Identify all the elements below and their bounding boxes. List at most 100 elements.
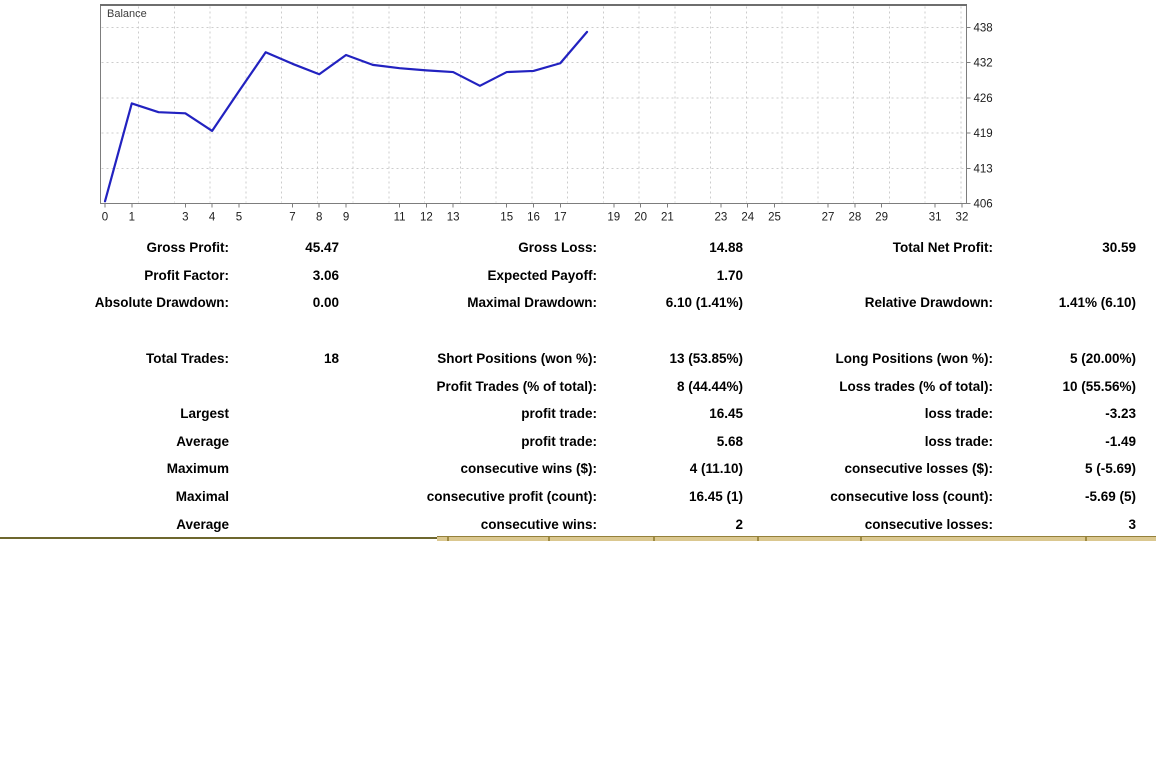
stat-value: 6.10 (1.41%)	[665, 295, 743, 311]
stat-label: Long Positions (won %):	[835, 351, 993, 366]
stat-label: consecutive losses:	[864, 516, 993, 532]
x-axis-tick-label: 7	[289, 212, 295, 224]
stat-value	[229, 400, 339, 428]
stat-label: Gross Loss:	[518, 240, 597, 255]
stat-label: Relative Drawdown:	[864, 295, 993, 311]
stat-value	[993, 262, 1136, 290]
x-axis-tick-label: 0	[102, 212, 108, 224]
header-strip-divider	[447, 537, 449, 541]
stat-value: 8 (44.44%)	[676, 378, 743, 394]
stat-value: -5.69 (5)	[1084, 488, 1136, 504]
table-header-strip	[437, 536, 1156, 541]
x-axis-tick-label: 28	[848, 212, 861, 224]
stat-value: 5 (20.00%)	[1069, 351, 1136, 366]
stat-label: loss trade:	[924, 433, 993, 449]
x-axis-tick-label: 20	[634, 212, 647, 224]
header-strip-divider	[757, 537, 759, 541]
stat-label: Largest	[180, 406, 229, 422]
x-axis-tick-label: 21	[661, 212, 674, 224]
stat-value: 4 (11.10)	[689, 461, 743, 477]
stat-label: loss trade:	[924, 406, 993, 422]
stat-label: Average	[176, 433, 229, 449]
stat-label: Total Trades:	[145, 351, 229, 366]
x-axis-tick-label: 25	[768, 212, 781, 224]
stat-value: -1.49	[1105, 433, 1136, 449]
stat-label: Profit Factor:	[144, 267, 229, 283]
stat-label: consecutive profit (count):	[426, 488, 597, 504]
stat-label: consecutive losses ($):	[844, 461, 993, 477]
x-axis-tick-label: 16	[527, 212, 540, 224]
header-strip-divider	[548, 537, 550, 541]
stat-label: Profit Trades (% of total):	[436, 378, 597, 394]
x-axis-tick-label: 8	[316, 212, 322, 224]
stat-label: Average	[176, 516, 229, 532]
stat-label: Expected Payoff:	[487, 267, 597, 283]
y-axis-tick-label: 432	[974, 58, 993, 70]
stat-label: Short Positions (won %):	[437, 351, 597, 366]
stat-value: 16.45 (1)	[688, 488, 743, 504]
stat-value: 3	[1128, 516, 1136, 532]
y-axis-tick-label: 438	[974, 23, 993, 35]
stat-value: 3.06	[312, 267, 339, 283]
x-axis-tick-label: 5	[236, 212, 242, 224]
y-axis-tick-label: 419	[974, 128, 993, 140]
x-axis-tick-label: 19	[607, 212, 620, 224]
stat-value: 14.88	[709, 240, 743, 255]
stat-label: Maximal Drawdown:	[467, 295, 597, 311]
header-strip-divider	[653, 537, 655, 541]
stat-value: 45.47	[305, 240, 339, 255]
stat-value	[229, 373, 339, 401]
x-axis-tick-label: 27	[822, 212, 835, 224]
stat-label: profit trade:	[521, 433, 597, 449]
chart-title: Balance	[107, 8, 147, 20]
stat-value: 1.70	[716, 267, 743, 283]
x-axis-tick-label: 11	[394, 212, 406, 224]
stat-value: 18	[323, 351, 339, 366]
stat-value	[229, 511, 339, 539]
stat-value: 0.00	[312, 295, 339, 311]
stat-value: 10 (55.56%)	[1062, 378, 1136, 394]
x-axis-tick-label: 31	[929, 212, 942, 224]
stat-label: Maximum	[166, 461, 229, 477]
header-strip-divider	[1085, 537, 1087, 541]
x-axis-tick-label: 32	[956, 212, 969, 224]
x-axis-tick-label: 15	[500, 212, 513, 224]
y-axis-tick-label: 426	[974, 93, 993, 105]
stat-value: 16.45	[709, 406, 743, 422]
stat-value: 13 (53.85%)	[669, 351, 743, 366]
divider-line	[0, 537, 437, 539]
y-axis-tick-label: 406	[974, 199, 993, 211]
x-axis-tick-label: 13	[447, 212, 460, 224]
stat-label: Loss trades (% of total):	[839, 378, 993, 394]
x-axis-tick-label: 4	[209, 212, 216, 224]
stat-label: consecutive wins ($):	[460, 461, 597, 477]
trade-stats-table: Total Trades: 18 Short Positions (won %): 1…	[0, 345, 1136, 538]
stat-value: 5 (-5.69)	[1084, 461, 1136, 477]
stat-label: consecutive wins:	[480, 516, 597, 532]
stat-label: Absolute Drawdown:	[94, 295, 229, 311]
stat-value: -3.23	[1105, 406, 1136, 422]
stat-value	[229, 428, 339, 456]
x-axis-tick-label: 9	[343, 212, 349, 224]
stat-value	[229, 455, 339, 483]
x-axis-tick-label: 3	[182, 212, 188, 224]
stat-value: 30.59	[1102, 240, 1136, 255]
stat-label	[743, 262, 993, 290]
stat-label: consecutive loss (count):	[830, 488, 993, 504]
stat-label: Gross Profit:	[146, 240, 229, 255]
stat-label: Maximal	[175, 488, 229, 504]
stat-label	[0, 373, 229, 401]
stat-value	[229, 483, 339, 511]
stat-label: profit trade:	[521, 406, 597, 422]
x-axis-tick-label: 17	[554, 212, 567, 224]
header-strip-divider	[860, 537, 862, 541]
x-axis-tick-label: 24	[741, 212, 754, 224]
stat-value: 1.41% (6.10)	[1058, 295, 1136, 311]
stat-value: 5.68	[716, 433, 743, 449]
stat-value: 2	[735, 516, 743, 532]
y-axis-tick-label: 413	[974, 163, 993, 175]
stat-label: Total Net Profit:	[892, 240, 993, 255]
x-axis-tick-label: 1	[129, 212, 135, 224]
